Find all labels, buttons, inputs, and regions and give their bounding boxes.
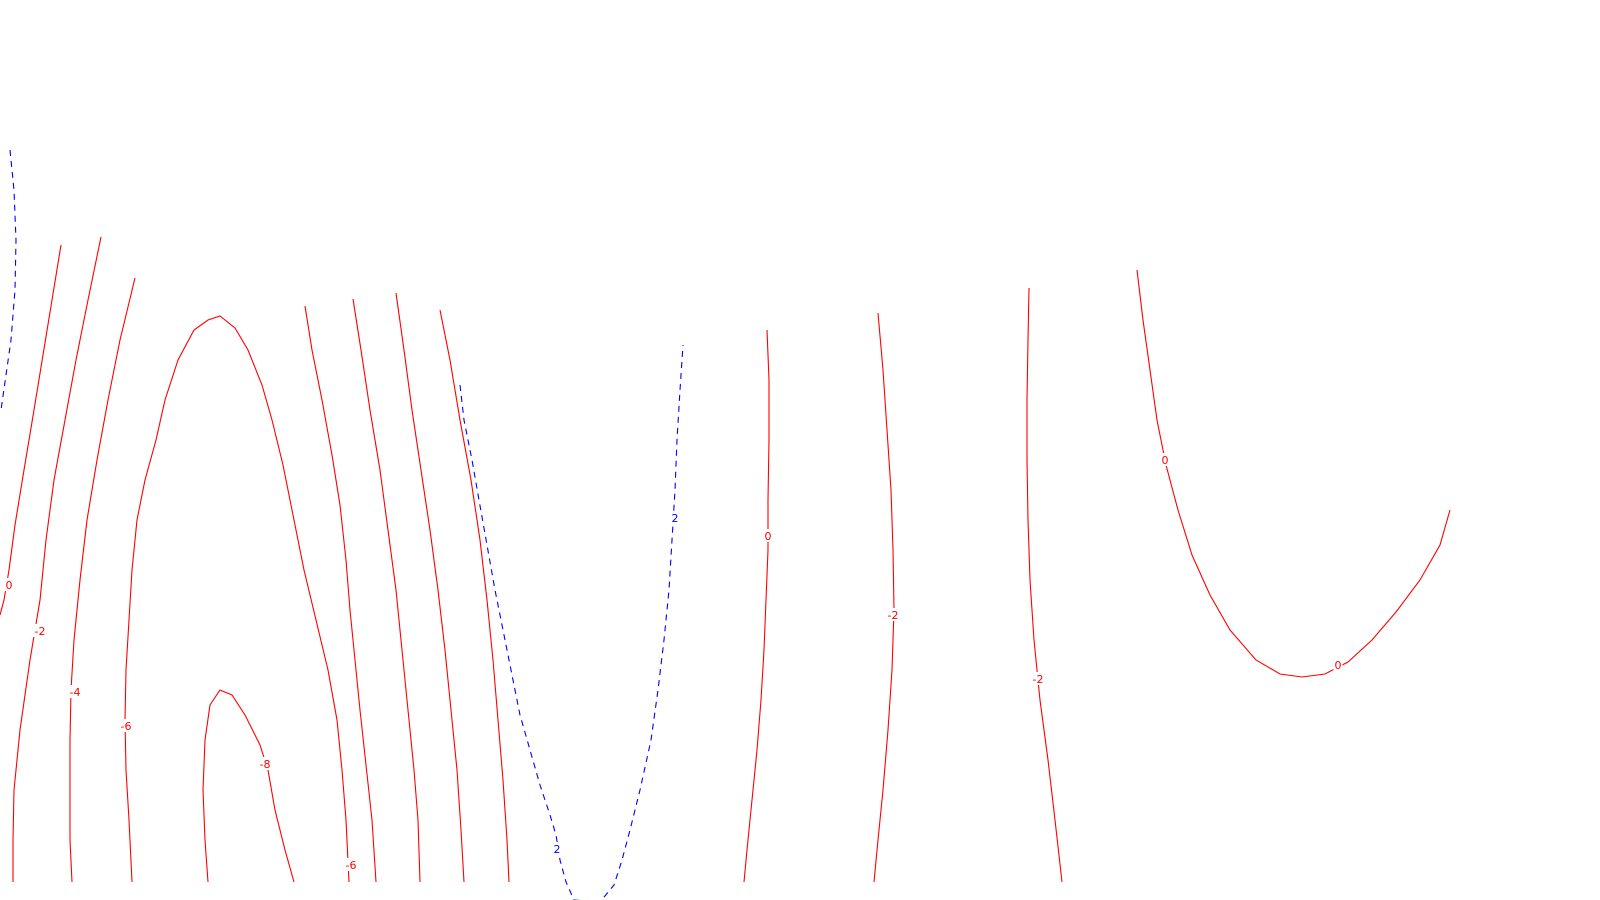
contour-line-zero-left — [0, 244, 62, 616]
contour-label-bg — [1160, 453, 1170, 466]
contour-label: -6 — [121, 720, 132, 733]
contour-line-minus8-bottom-loop — [202, 689, 295, 883]
contour-label-bg — [885, 608, 901, 621]
contour-label: -2 — [888, 609, 899, 622]
contour-label: 2 — [554, 843, 561, 856]
contour-minus2-center: -2 — [873, 312, 901, 883]
contour-line-mid-a — [155, 315, 350, 883]
contour-line-mid-b — [352, 298, 421, 883]
contour-minus2-right: -2 — [1026, 287, 1063, 883]
contour-zero-left: 0 — [0, 244, 62, 616]
contour-zero-right: 00 — [1136, 269, 1451, 678]
contour-line-minus6-left — [124, 439, 157, 883]
contour-label: -4 — [70, 686, 81, 699]
contour-label: -2 — [35, 625, 46, 638]
contour-line-zero-center — [743, 329, 770, 883]
contour-label-bg — [118, 719, 134, 732]
contour-label-bg — [4, 578, 14, 591]
contour-label-bg — [67, 685, 83, 698]
contour-line-blue-left — [0, 149, 17, 411]
contour-label: -2 — [1033, 673, 1044, 686]
contour-line-minus4-left — [69, 277, 136, 883]
contour-line-blue-center — [459, 344, 684, 900]
contour-label: 0 — [765, 530, 772, 543]
contour-mid-b: -6 — [343, 298, 421, 883]
contour-label: 0 — [1335, 659, 1342, 672]
contour-minus6-left: -6 — [118, 439, 157, 883]
contour-label-bg — [32, 624, 48, 637]
contour-label-bg — [552, 842, 562, 855]
contour-mid-a — [155, 315, 350, 883]
contour-line-mid-c — [395, 292, 465, 883]
contour-label: 2 — [672, 512, 679, 525]
contour-line-minus2-center — [873, 312, 895, 883]
contour-mid-c — [395, 292, 465, 883]
contour-blue-left — [0, 149, 17, 411]
contour-label-bg — [257, 757, 273, 770]
contour-blue-center: 22 — [459, 344, 684, 900]
contour-label-bg — [670, 511, 680, 524]
contour-line-zero-right — [1136, 269, 1451, 678]
contour-label-bg — [763, 529, 773, 542]
contour-label: 0 — [1162, 454, 1169, 467]
contour-label-bg — [1333, 658, 1343, 671]
contour-line-minus2-left — [12, 236, 102, 882]
contour-label: -6 — [346, 859, 357, 872]
contour-minus4-left: -4 — [67, 277, 136, 883]
contour-line-minus8-top-loop — [304, 305, 377, 883]
contour-line-mid-d — [439, 309, 510, 883]
contour-mid-d — [439, 309, 510, 883]
contour-minus2-left: -2 — [12, 236, 102, 882]
contour-label: -8 — [260, 758, 271, 771]
contour-line-minus2-right — [1026, 287, 1063, 883]
contour-label-bg — [343, 858, 359, 871]
contour-label-bg — [1030, 672, 1046, 685]
contour-label: 0 — [6, 579, 13, 592]
contour-zero-center: 0 — [743, 329, 773, 883]
contour-minus8-top-loop — [304, 305, 377, 883]
contour-minus8-bottom-loop: -8 — [202, 689, 295, 883]
